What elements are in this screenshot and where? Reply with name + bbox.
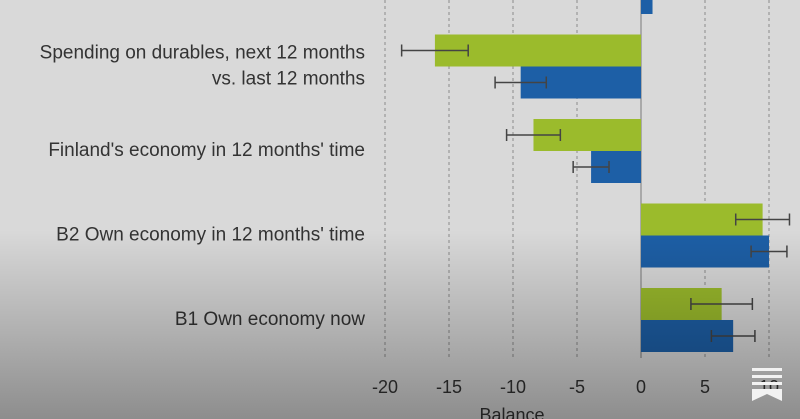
- x-tick-label: 0: [636, 377, 646, 397]
- error-bar: [494, 76, 548, 89]
- error-bar: [505, 129, 562, 141]
- x-tick-label: -10: [500, 377, 526, 397]
- error-bar: [400, 44, 469, 57]
- error-bar: [734, 213, 791, 226]
- y-tick-label: B2 Own economy in 12 months' time: [56, 225, 365, 246]
- bar: [641, 235, 769, 268]
- x-axis-title: Balance: [479, 405, 544, 419]
- x-tick-label: -5: [569, 377, 585, 397]
- y-tick-label: Finland's economy in 12 months' time: [48, 140, 365, 161]
- y-tick-label: B1 Own economy now: [175, 309, 365, 330]
- error-bar: [572, 161, 610, 173]
- y-tick-label: Spending on durables, next 12 months vs. …: [40, 43, 365, 90]
- x-tick-label: 5: [700, 377, 710, 397]
- bar: [641, 0, 653, 14]
- logo-icon: [752, 368, 782, 401]
- bar: [434, 34, 641, 67]
- x-tick-label: -15: [436, 377, 462, 397]
- x-tick-label: -20: [372, 377, 398, 397]
